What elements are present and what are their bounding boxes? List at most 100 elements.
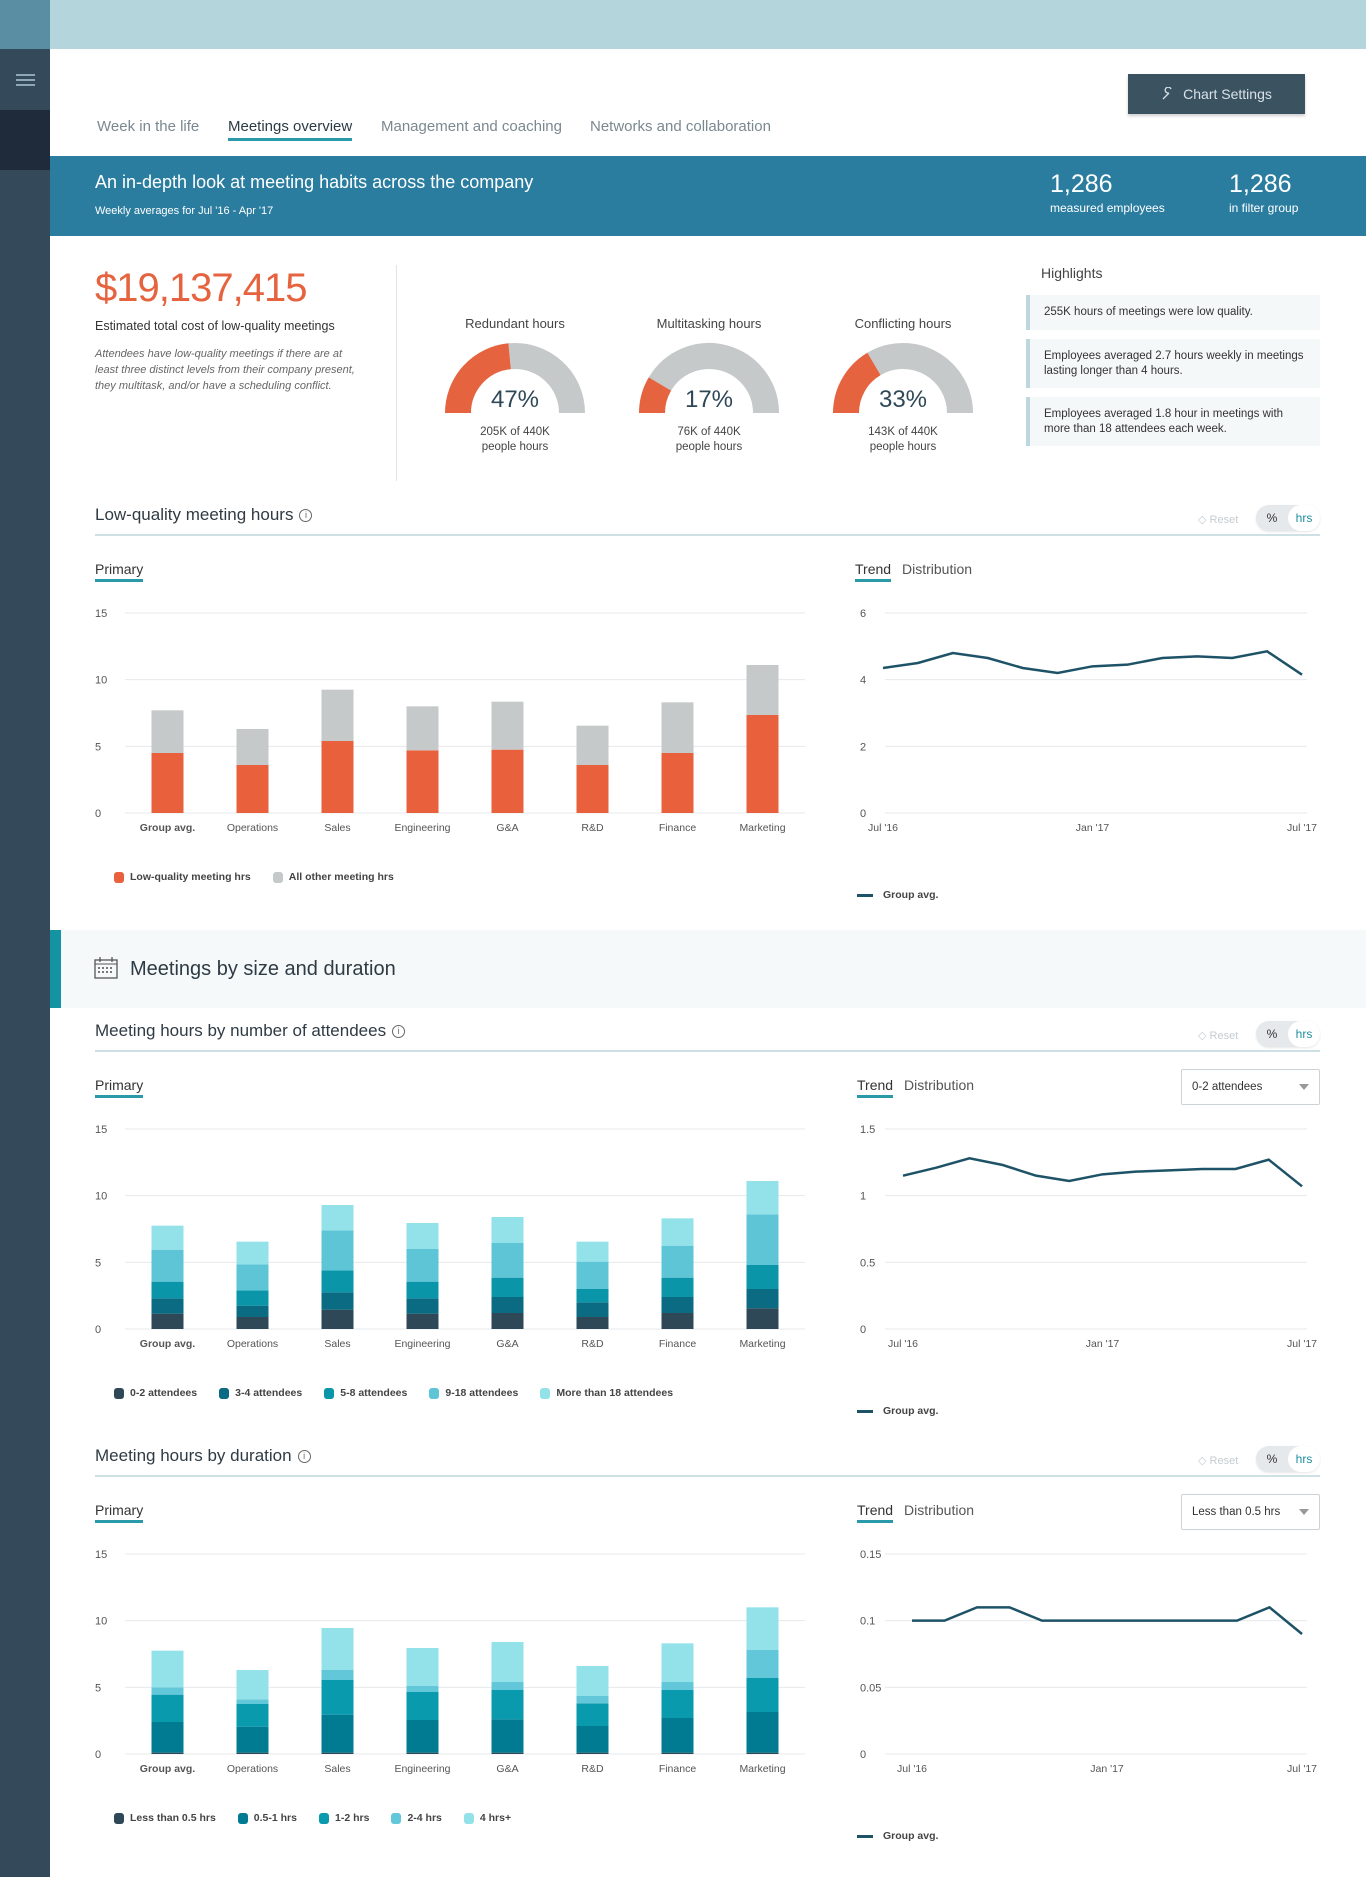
info-icon[interactable]: i xyxy=(297,1450,311,1463)
bar-segment xyxy=(746,1214,779,1265)
highlight-item: Employees averaged 2.7 hours weekly in m… xyxy=(1026,339,1320,388)
bar-segment xyxy=(151,1281,184,1299)
bar-segment xyxy=(661,1277,694,1297)
y-tick-label: 15 xyxy=(95,1124,107,1136)
info-icon[interactable]: i xyxy=(392,1025,406,1038)
tab-primary[interactable]: Primary xyxy=(95,1502,144,1523)
gauge-unit: people hours xyxy=(869,441,937,453)
legend-label: 0-2 attendees xyxy=(130,1387,198,1399)
y-tick-label: 0 xyxy=(95,1324,101,1336)
dropdown-value: Less than 0.5 hrs xyxy=(1192,1506,1281,1518)
toggle-percent[interactable]: % xyxy=(1266,1027,1278,1041)
tab-trend[interactable]: Trend xyxy=(855,561,892,582)
tab-primary[interactable]: Primary xyxy=(95,561,144,582)
legend-item[interactable]: 5-8 attendees xyxy=(324,1387,407,1399)
y-tick-label: 1 xyxy=(860,1191,866,1203)
legend-swatch xyxy=(324,1387,335,1399)
unit-toggle[interactable]: % hrs xyxy=(1256,1446,1320,1472)
reset-button[interactable]: ◇ Reset xyxy=(1198,513,1238,526)
bar-segment xyxy=(746,1289,779,1309)
wrench-icon xyxy=(1162,87,1172,100)
toggle-hours[interactable]: hrs xyxy=(1288,1021,1320,1047)
toggle-percent[interactable]: % xyxy=(1266,511,1278,525)
bar-segment xyxy=(151,1752,184,1754)
highlight-item: Employees averaged 1.8 hour in meetings … xyxy=(1026,397,1320,446)
bar-segment xyxy=(661,1297,694,1313)
bar-segment xyxy=(406,1686,439,1692)
bar-segment xyxy=(491,701,524,750)
bar-segment xyxy=(151,1249,184,1282)
series-dropdown[interactable]: 0-2 attendees xyxy=(1181,1069,1320,1105)
tab-primary[interactable]: Primary xyxy=(95,1077,144,1098)
gauge-filled-arc xyxy=(445,343,512,414)
tab-distribution[interactable]: Distribution xyxy=(904,1502,975,1518)
tab-management-and-coaching[interactable]: Management and coaching xyxy=(381,118,562,135)
toggle-hours[interactable]: hrs xyxy=(1288,505,1320,531)
gauge-filled-arc xyxy=(833,352,882,414)
trend-line-chart: 0 2 4 6 Jul '16 Jan '17 Jul '17 xyxy=(860,608,1317,834)
legend-label: 0.5-1 hrs xyxy=(253,1812,297,1824)
chart-section-title: Low-quality meeting hours i xyxy=(95,505,313,525)
x-tick-label: Group avg. xyxy=(140,822,196,834)
legend-label: Less than 0.5 hrs xyxy=(130,1812,216,1824)
tab-trend[interactable]: Trend xyxy=(857,1077,894,1098)
gauge-percent: 17% xyxy=(684,386,734,413)
tab-trend[interactable]: Trend xyxy=(857,1502,894,1523)
unit-toggle[interactable]: % hrs xyxy=(1256,505,1320,531)
legend-item[interactable]: 1-2 hrs xyxy=(319,1812,369,1824)
legend-item[interactable]: 0.5-1 hrs xyxy=(237,1812,297,1824)
menu-button[interactable] xyxy=(0,49,50,110)
chart-section-title: Meeting hours by duration i xyxy=(95,1446,311,1466)
legend-item[interactable]: 4 hrs+ xyxy=(463,1812,511,1824)
gauge-detail: 143K of 440K xyxy=(868,426,938,438)
toggle-hours[interactable]: hrs xyxy=(1288,1446,1320,1472)
bar-segment xyxy=(236,765,269,813)
bar-segment xyxy=(491,1313,524,1329)
legend-item[interactable]: All other meeting hrs xyxy=(272,871,394,883)
legend-item[interactable]: More than 18 attendees xyxy=(540,1387,673,1399)
y-tick-label: 6 xyxy=(860,608,866,620)
bar-segment xyxy=(321,1670,354,1680)
x-tick-label: Jan '17 xyxy=(1076,822,1110,834)
sidebar-item-active[interactable] xyxy=(0,110,50,170)
section-title-text: Meeting hours by duration xyxy=(95,1446,292,1465)
gauge-multitasking-hours: Multitasking hours 17% 76K of 440K people h… xyxy=(619,316,799,455)
unit-toggle[interactable]: % hrs xyxy=(1256,1021,1320,1047)
x-tick-label: G&A xyxy=(496,1763,518,1775)
tab-distribution[interactable]: Distribution xyxy=(902,561,973,577)
reset-button[interactable]: ◇ Reset xyxy=(1198,1029,1238,1042)
toggle-percent[interactable]: % xyxy=(1266,1452,1278,1466)
legend-item[interactable]: 9-18 attendees xyxy=(429,1387,518,1399)
legend-line-swatch xyxy=(857,1409,873,1413)
bar-segment xyxy=(491,1690,524,1720)
tab-networks-and-collaboration[interactable]: Networks and collaboration xyxy=(590,118,771,135)
gauge-percent: 33% xyxy=(878,386,928,413)
legend-item[interactable]: 0-2 attendees xyxy=(114,1387,197,1399)
x-tick-label: Jul '17 xyxy=(1287,1338,1317,1350)
legend-item[interactable]: Low-quality meeting hrs xyxy=(114,871,251,883)
gauge-remaining-arc xyxy=(648,343,779,414)
divider xyxy=(396,265,397,481)
series-dropdown[interactable]: Less than 0.5 hrs xyxy=(1181,1494,1320,1530)
chart-settings-button[interactable]: Chart Settings xyxy=(1128,74,1305,114)
legend-item[interactable]: Less than 0.5 hrs xyxy=(114,1812,216,1824)
tab-distribution[interactable]: Distribution xyxy=(904,1077,975,1093)
legend-item[interactable]: 2-4 hrs xyxy=(391,1812,442,1824)
y-tick-label: 0.05 xyxy=(860,1682,881,1694)
bar-segment xyxy=(491,1682,524,1690)
info-icon[interactable]: i xyxy=(299,509,313,522)
legend-label: Group avg. xyxy=(883,1830,939,1842)
legend-swatch xyxy=(237,1812,248,1824)
bar-segment xyxy=(491,1243,524,1278)
bar-segment xyxy=(576,1241,609,1262)
tab-week-in-the-life[interactable]: Week in the life xyxy=(97,118,200,135)
y-tick-label: 4 xyxy=(860,675,866,687)
chevron-down-icon xyxy=(1299,1509,1309,1515)
x-tick-label: Sales xyxy=(324,1338,350,1350)
legend-item[interactable]: 3-4 attendees xyxy=(219,1387,302,1399)
bar-segment xyxy=(746,1650,779,1678)
y-tick-label: 15 xyxy=(95,1549,107,1561)
reset-button[interactable]: ◇ Reset xyxy=(1198,1454,1238,1467)
tab-meetings-overview[interactable]: Meetings overview xyxy=(228,118,353,141)
y-tick-label: 0 xyxy=(860,1324,866,1336)
